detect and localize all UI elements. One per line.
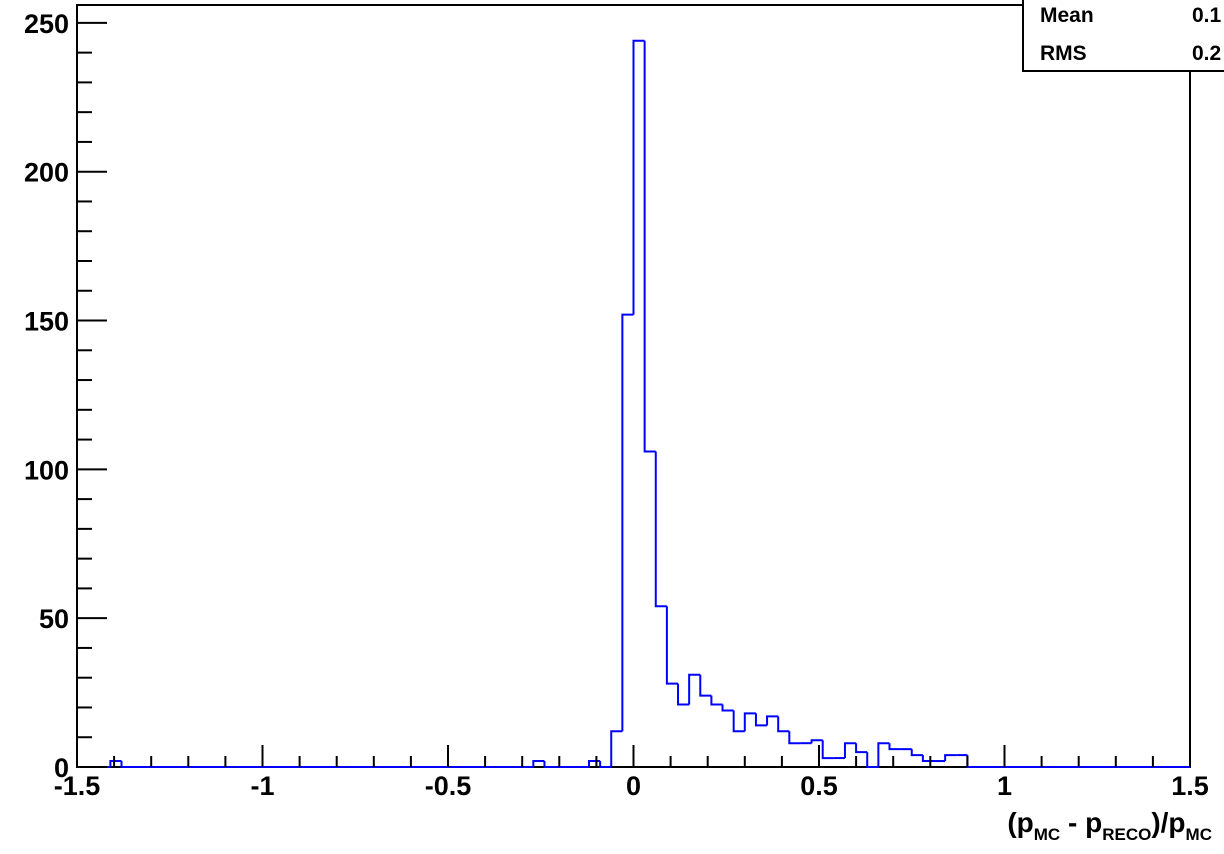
- histogram-bin: [766, 715, 779, 726]
- y-tick-label: 150: [24, 307, 69, 337]
- histogram-bin: [910, 749, 923, 757]
- histogram-bin: [788, 731, 801, 745]
- histogram-bin: [855, 743, 868, 754]
- x-title-part: )/p: [1151, 807, 1185, 838]
- y-tick-label: 50: [39, 604, 69, 634]
- histogram-bin: [632, 39, 645, 315]
- x-title-part: - p: [1060, 807, 1102, 838]
- histogram: [77, 39, 1190, 768]
- stats-frame: [1022, 0, 1224, 72]
- histogram-bin: [109, 760, 122, 767]
- histogram-bin: [621, 313, 634, 732]
- y-tick-label: 250: [24, 9, 69, 39]
- x-tick-label: 0.5: [800, 771, 838, 801]
- histogram-bin: [843, 742, 857, 759]
- histogram-bin: [599, 761, 612, 768]
- histogram-bin: [877, 742, 890, 767]
- x-tick-label: -0.5: [425, 771, 472, 801]
- histogram-bin: [721, 704, 734, 712]
- histogram-bin: [699, 674, 712, 697]
- histogram-bin: [777, 716, 790, 733]
- histogram-bin: [654, 451, 667, 608]
- histogram-bin: [866, 752, 879, 768]
- stat-value: 0.2: [1192, 42, 1221, 65]
- y-tick-label: 200: [24, 158, 69, 188]
- histogram-bin: [732, 710, 745, 733]
- histogram-bin: [543, 761, 556, 768]
- x-title-sub: RECO: [1102, 825, 1151, 844]
- histogram-bin: [754, 713, 768, 727]
- x-title-part: (p: [1007, 807, 1033, 838]
- histogram-bin: [821, 740, 834, 760]
- histogram-bin: [643, 40, 656, 453]
- y-tick-label: 100: [24, 455, 69, 485]
- histogram-bin: [688, 673, 701, 705]
- x-tick-label: -1: [250, 771, 274, 801]
- stat-name: RMS: [1040, 42, 1087, 65]
- stat-value: 0.1: [1192, 4, 1222, 27]
- x-tick-label: 1.5: [1171, 771, 1209, 801]
- histogram-bin: [532, 760, 545, 767]
- y-tick-label: 0: [54, 753, 69, 783]
- histogram-bin: [710, 695, 723, 706]
- x-axis-title: (pMC - pRECO)/pMC: [1007, 807, 1212, 844]
- axes: -1.5 -1 -0.5 0 0.5 1 1.5 0 50 100 150 200 250: [24, 9, 1209, 801]
- stat-name: Mean: [1040, 4, 1094, 27]
- x-tick-label: 1: [997, 771, 1012, 801]
- x-title-sub: MC: [1186, 825, 1212, 844]
- histogram-bin: [743, 712, 756, 732]
- histogram-bin: [120, 761, 133, 768]
- histogram-bin: [610, 730, 623, 767]
- x-tick-label: -1.5: [54, 771, 101, 801]
- stats-box: Mean 0.1 RMS 0.2: [1022, 0, 1224, 72]
- x-title-sub: MC: [1034, 825, 1060, 844]
- histogram-bin: [665, 606, 679, 685]
- x-tick-label: 0: [626, 771, 641, 801]
- histogram-bin: [888, 743, 901, 751]
- histogram-bin: [810, 739, 823, 744]
- histogram-bin: [677, 683, 690, 706]
- histogram-bin: [944, 754, 957, 762]
